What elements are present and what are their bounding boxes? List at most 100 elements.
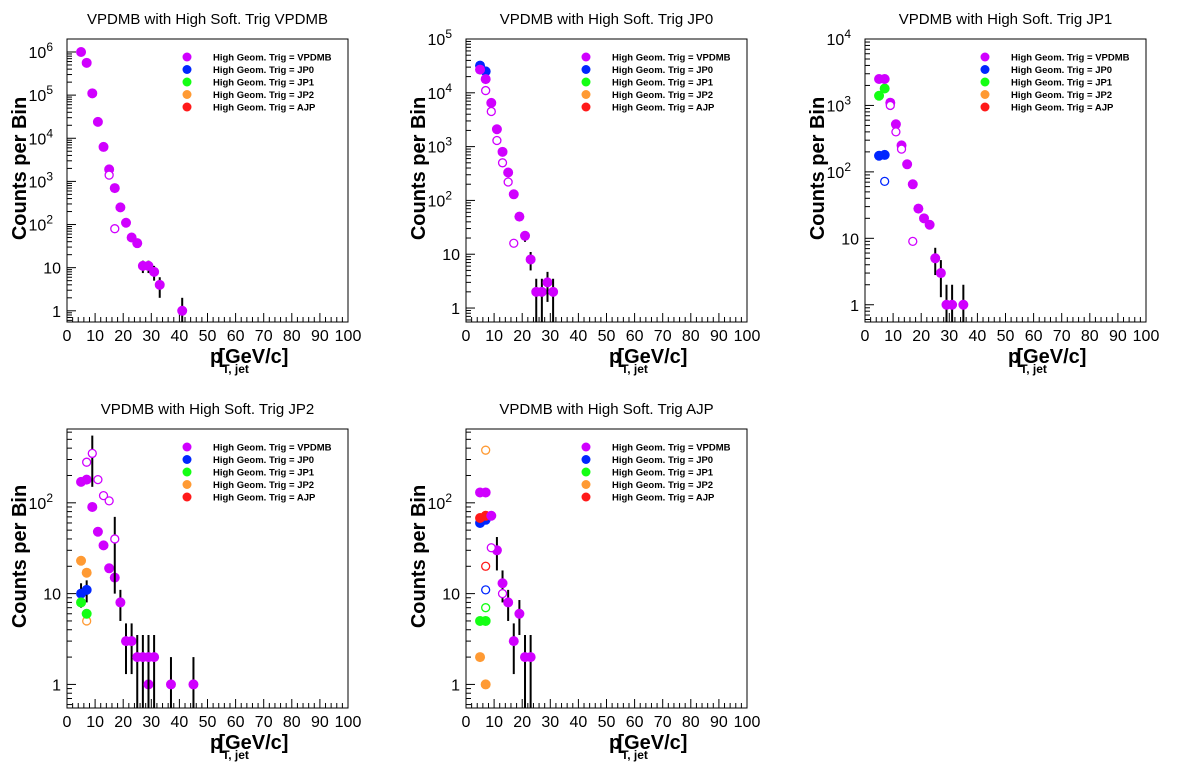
data-point [902,159,913,170]
x-tick-label: 60 [227,328,245,345]
legend-label-jp0: High Geom. Trig = JP0 [1011,65,1112,76]
data-point [92,116,103,127]
data-point [919,213,930,224]
legend-marker-jp2 [182,480,192,489]
legend-label-ajp: High Geom. Trig = AJP [213,103,316,114]
data-point-open [896,144,907,154]
x-tick-label: 90 [710,714,728,731]
legend-marker-jp1 [980,77,990,87]
data-point [924,219,935,230]
data-point [475,652,486,663]
x-tick-label: 60 [227,714,245,731]
data-point [188,679,199,690]
y-tick-label: 10 [442,247,460,264]
legend-label-jp2: High Geom. Trig = JP2 [213,480,314,491]
y-tick-label: 10 [43,587,61,604]
x-tick-label: 100 [734,714,761,731]
data-point-open [93,474,103,485]
legend-marker-jp0 [581,455,591,464]
x-tick-label: 90 [311,714,329,731]
data-point [486,97,497,108]
x-tick-label: 80 [283,714,301,731]
data-point [81,608,92,619]
data-point-open [497,588,508,599]
data-point [81,474,92,485]
data-point [480,679,491,690]
data-point [76,555,87,566]
y-axis-title: Counts per Bin [9,97,31,240]
x-tick-label: 10 [485,328,503,345]
x-tick-label: 50 [598,714,616,731]
data-point [514,211,525,222]
x-tick-label: 70 [654,328,672,345]
x-tick-label: 90 [1109,328,1127,345]
y-tick-label: 105 [428,27,453,49]
legend-marker-vpdmb [182,442,192,452]
legend-label-vpdmb: High Geom. Trig = VPDMB [213,443,332,454]
legend-label-jp1: High Geom. Trig = JP1 [213,78,315,89]
x-tick-label: 40 [171,714,189,731]
x-tick-label: 0 [462,328,471,345]
x-tick-label: 40 [570,328,588,345]
legend-marker-ajp [182,102,192,112]
legend-marker-jp0 [581,65,591,74]
data-point [475,64,486,75]
data-point [76,46,87,57]
x-tick-label: 90 [710,328,728,345]
y-tick-label: 106 [29,40,54,62]
data-point [87,88,98,99]
x-tick-label: 20 [114,328,132,345]
legend-marker-jp1 [581,77,591,87]
x-tick-label: 40 [969,328,987,345]
data-point [126,636,137,647]
legend-marker-jp1 [182,467,192,477]
legend-label-ajp: High Geom. Trig = AJP [213,493,316,504]
chart-panel-3: VPDMB with High Soft. Trig JP1 0 10 20 30 40 5… [807,11,1159,376]
data-point-open [481,445,491,455]
chart-title: VPDMB with High Soft. Trig JP2 [101,401,314,418]
x-tick-label: 10 [485,714,503,731]
legend-marker-jp2 [581,480,591,489]
legend-label-jp1: High Geom. Trig = JP1 [1011,78,1113,89]
data-point [491,124,502,135]
data-point [503,167,514,178]
legend-label-vpdmb: High Geom. Trig = VPDMB [612,443,731,454]
legend-marker-jp1 [581,467,591,477]
x-tick-label: 0 [63,328,72,345]
x-tick-label: 80 [1081,328,1099,345]
x-axis-title: pT, jet [GeV/c] [609,346,687,376]
data-point [98,141,109,152]
data-point-open [110,224,120,234]
data-point-open [110,534,120,544]
x-tick-label: 60 [1025,328,1043,345]
legend-marker-jp0 [182,65,192,74]
data-point [76,597,87,608]
data-point [514,608,525,619]
data-point-open [87,448,97,459]
legend-label-jp2: High Geom. Trig = JP2 [213,90,314,101]
legend-label-jp2: High Geom. Trig = JP2 [612,480,713,491]
x-tick-label: 20 [912,328,930,345]
data-point [907,179,918,190]
x-tick-label: 30 [142,328,160,345]
data-point-open [908,236,918,247]
x-axis-title: pT, jet [GeV/c] [210,346,288,376]
x-tick-label: 0 [462,714,471,731]
y-tick-label: 104 [428,81,453,103]
y-tick-label: 10 [841,231,859,248]
data-point [508,636,519,647]
x-tick-label: 20 [114,714,132,731]
x-tick-label: 70 [255,328,273,345]
y-tick-label: 10 [442,587,460,604]
legend-marker-jp1 [182,77,192,87]
chart-panel-4: VPDMB with High Soft. Trig JP2 0 10 20 30 40 5… [9,401,361,762]
y-tick-label: 104 [29,126,54,148]
data-point [879,73,890,84]
data-point [149,652,160,663]
legend-label-jp0: High Geom. Trig = JP0 [612,65,713,76]
y-tick-label: 103 [29,169,54,191]
x-axis-title: pT, jet [GeV/c] [609,732,687,762]
data-point-open [486,106,496,117]
legend-marker-vpdmb [581,52,591,62]
